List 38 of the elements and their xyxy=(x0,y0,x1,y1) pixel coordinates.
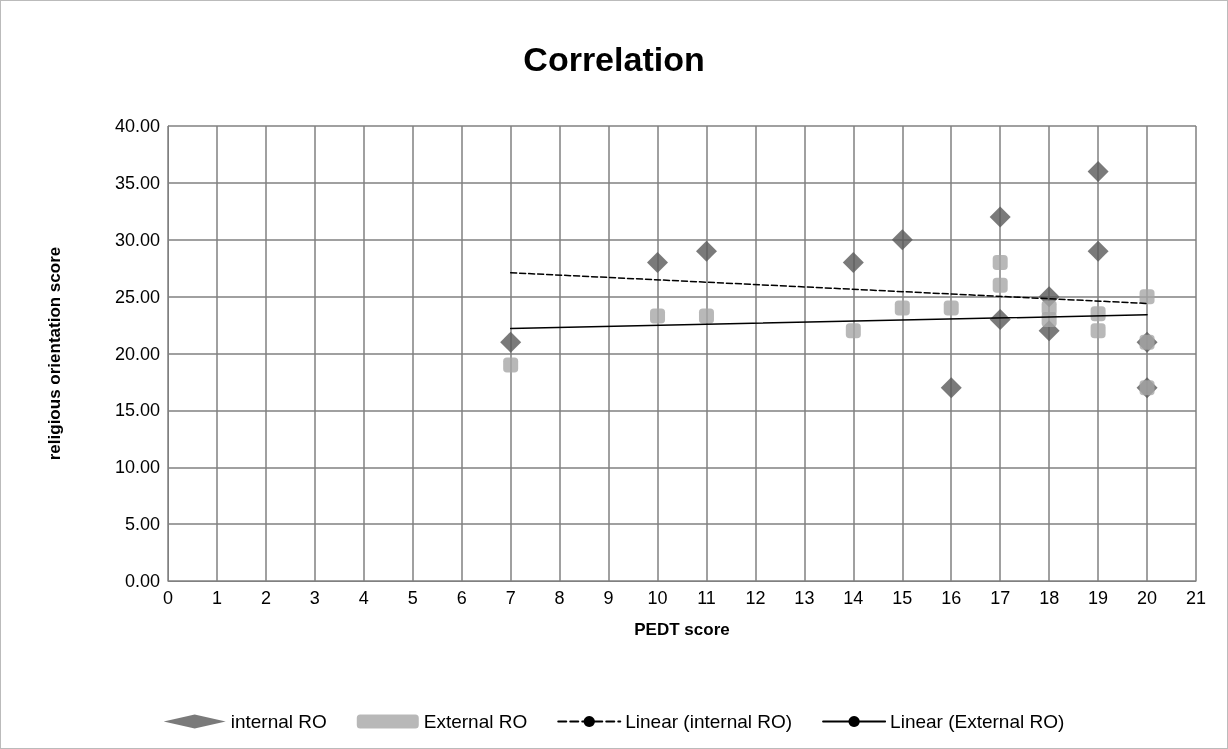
x-tick-label: 16 xyxy=(941,588,962,608)
legend-label: Linear (External RO) xyxy=(890,711,1065,732)
x-tick-label: 10 xyxy=(647,588,668,608)
y-tick-label: 5.00 xyxy=(124,514,160,535)
x-tick-label: 20 xyxy=(1137,588,1158,608)
x-tick-label: 15 xyxy=(892,588,913,608)
y-tick-label: 10.00 xyxy=(114,457,160,478)
y-tick-label: 15.00 xyxy=(114,400,160,421)
x-tick-label: 6 xyxy=(456,588,467,608)
x-tick-label: 14 xyxy=(843,588,864,608)
y-tick-label: 40.00 xyxy=(114,116,160,136)
y-tick-label: 35.00 xyxy=(114,172,160,193)
x-tick-label: 21 xyxy=(1185,588,1207,608)
x-axis-title: PEDT score xyxy=(634,620,730,639)
y-tick-label: 30.00 xyxy=(114,229,160,250)
legend-label: External RO xyxy=(423,711,528,732)
y-axis-title: religious orientation score xyxy=(45,246,64,461)
chart-title: Correlation xyxy=(523,40,705,78)
x-tick-label: 5 xyxy=(407,588,418,608)
x-tick-label: 18 xyxy=(1039,588,1060,608)
y-tick-label: 20.00 xyxy=(114,343,160,364)
x-tick-label: 0 xyxy=(162,588,174,608)
x-tick-label: 7 xyxy=(505,588,516,608)
x-tick-label: 4 xyxy=(358,588,369,608)
x-tick-label: 11 xyxy=(697,588,716,608)
x-tick-label: 13 xyxy=(794,588,815,608)
x-tick-label: 8 xyxy=(554,588,565,608)
x-tick-label: 2 xyxy=(260,588,271,608)
x-tick-label: 12 xyxy=(745,588,766,608)
x-tick-label: 19 xyxy=(1088,588,1109,608)
y-tick-label: 0.00 xyxy=(124,571,160,591)
x-tick-label: 9 xyxy=(603,588,614,608)
y-tick-label: 25.00 xyxy=(114,286,160,307)
legend-label: internal RO xyxy=(230,711,327,732)
x-tick-label: 17 xyxy=(990,588,1011,608)
x-tick-label: 3 xyxy=(309,588,320,608)
x-tick-label: 1 xyxy=(211,588,222,608)
legend-label: Linear (internal RO) xyxy=(625,711,793,732)
